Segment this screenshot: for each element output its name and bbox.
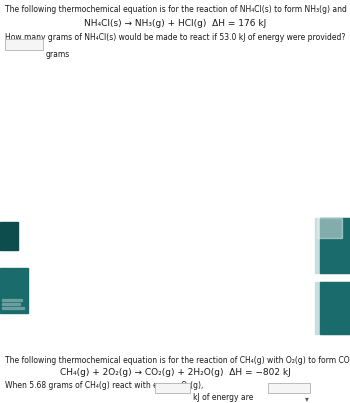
Text: When 5.68 grams of CH₄(g) react with excess O₂(g),: When 5.68 grams of CH₄(g) react with exc… [5, 381, 203, 390]
Bar [155, 383, 190, 393]
Bar [5, 39, 43, 50]
Bar [0, 268, 28, 313]
Bar [320, 282, 350, 334]
Text: The following thermochemical equation is for the reaction of CH₄(g) with O₂(g) t: The following thermochemical equation is… [5, 356, 350, 365]
Bar [2, 307, 24, 309]
Bar [268, 383, 310, 393]
Text: How many grams of NH₄Cl(s) would be made to react if 53.0 kJ of energy were prov: How many grams of NH₄Cl(s) would be made… [5, 33, 345, 42]
Bar [317, 218, 342, 238]
Text: CH₄(g) + 2O₂(g) → CO₂(g) + 2H₂O(g)  ΔH = −802 kJ: CH₄(g) + 2O₂(g) → CO₂(g) + 2H₂O(g) ΔH = … [60, 368, 290, 377]
Text: kJ of energy are: kJ of energy are [193, 393, 253, 402]
Text: NH₄Cl(s) → NH₃(g) + HCl(g)  ΔH = 176 kJ: NH₄Cl(s) → NH₃(g) + HCl(g) ΔH = 176 kJ [84, 19, 266, 28]
Bar [2, 303, 20, 305]
Text: The following thermochemical equation is for the reaction of NH₄Cl(s) to form NH: The following thermochemical equation is… [5, 5, 350, 14]
Bar [315, 282, 350, 334]
Text: grams: grams [46, 50, 70, 59]
Bar [315, 218, 350, 273]
Bar [0, 222, 18, 250]
Bar [2, 299, 22, 301]
Text: ▾: ▾ [305, 394, 309, 403]
Bar [320, 218, 350, 273]
